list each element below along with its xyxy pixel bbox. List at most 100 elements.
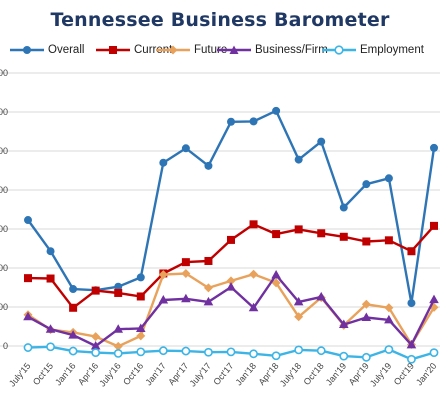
data-point-business-firm	[181, 293, 191, 303]
data-point-employment	[46, 342, 55, 352]
legend-marker-overall	[10, 46, 44, 54]
x-tick-label: Jan'19	[324, 361, 349, 388]
data-point-business-firm	[90, 341, 101, 350]
data-point-overall	[317, 137, 326, 146]
data-point-future	[384, 303, 394, 313]
data-point-overall	[430, 143, 438, 152]
data-point-overall	[159, 158, 168, 167]
x-tick-label: Oct'17	[211, 361, 235, 387]
data-point-employment	[407, 354, 416, 364]
data-point-current	[249, 220, 258, 229]
data-point-employment	[91, 348, 101, 358]
data-point-business-firm	[113, 324, 124, 333]
x-tick-label: Oct'15	[31, 361, 55, 387]
data-point-overall	[249, 117, 258, 126]
data-point-employment	[204, 347, 213, 357]
data-point-overall	[227, 117, 235, 126]
data-point-business-firm	[158, 294, 169, 304]
data-point-current	[317, 229, 326, 238]
legend-label-future: Future	[194, 44, 228, 56]
data-point-current	[227, 235, 235, 244]
data-point-business-firm	[338, 319, 349, 329]
legend: Overall Current Future Business/Firm	[0, 40, 440, 60]
data-point-business-firm	[68, 330, 78, 339]
data-point-current	[136, 292, 145, 301]
x-tick-label: Apr'19	[347, 361, 371, 387]
legend-marker-current	[96, 46, 130, 54]
data-point-overall	[294, 155, 303, 164]
legend-label-business-firm: Business/Firm	[255, 44, 328, 56]
y-tick-label: 0	[3, 341, 8, 351]
data-point-overall	[114, 282, 123, 291]
x-tick-label: Oct'16	[121, 361, 145, 387]
y-tick-label: 500	[0, 146, 8, 156]
x-tick-label: July'17	[187, 361, 212, 389]
data-point-business-firm	[226, 282, 236, 291]
data-point-current	[362, 237, 371, 246]
data-point-business-firm	[271, 270, 281, 279]
x-tick-label: Jan'17	[143, 361, 168, 388]
x-tick-label: Apr'18	[256, 361, 280, 387]
data-point-future	[249, 269, 259, 279]
data-point-current	[430, 221, 438, 230]
data-point-future	[181, 268, 191, 278]
x-tick-label: July'18	[278, 361, 303, 389]
data-point-employment	[68, 346, 78, 356]
data-point-overall	[272, 106, 281, 115]
y-tick-label: 300	[0, 224, 8, 234]
data-point-future	[226, 276, 236, 286]
data-point-current	[339, 232, 348, 241]
legend-marker-employment	[322, 45, 356, 55]
data-point-current	[91, 286, 100, 295]
data-point-business-firm	[406, 339, 417, 349]
data-point-employment	[429, 348, 439, 358]
data-point-employment	[158, 346, 168, 356]
x-tick-label: Apr'17	[166, 361, 190, 387]
x-tick-label: Jan'16	[53, 361, 78, 388]
data-point-employment	[339, 351, 349, 361]
data-point-current	[114, 288, 123, 297]
data-point-current	[384, 236, 393, 245]
data-point-employment	[294, 345, 304, 355]
legend-item-future: Future	[156, 40, 227, 60]
data-point-overall	[384, 174, 393, 183]
data-point-future	[113, 341, 123, 351]
legend-item-current: Current	[96, 40, 172, 60]
data-point-overall	[136, 273, 145, 282]
data-point-employment	[23, 343, 33, 352]
legend-label-current: Current	[134, 44, 173, 56]
data-point-employment	[316, 346, 326, 356]
legend-label-overall: Overall	[48, 44, 85, 56]
data-point-current	[69, 303, 78, 312]
x-tick-label: July'15	[7, 361, 32, 389]
data-point-overall	[181, 144, 190, 153]
data-point-business-firm	[248, 302, 259, 312]
data-point-business-firm	[316, 291, 327, 301]
data-point-overall	[407, 299, 416, 308]
data-point-business-firm	[384, 314, 394, 324]
data-point-overall	[204, 161, 213, 170]
x-tick-label: Oct'19	[392, 361, 416, 387]
data-point-employment	[136, 347, 146, 357]
y-tick-label: 400	[0, 185, 8, 195]
data-point-employment	[249, 349, 258, 359]
data-point-employment	[384, 345, 394, 354]
y-tick-label: 600	[0, 107, 8, 117]
legend-marker-future	[156, 45, 190, 55]
data-point-business-firm	[45, 324, 56, 333]
data-point-future	[136, 331, 146, 341]
chart-title: Tennessee Business Barometer	[50, 9, 390, 31]
data-point-overall	[69, 285, 78, 294]
legend-label-employment: Employment	[360, 44, 424, 56]
x-tick-label: Apr'16	[76, 361, 100, 387]
data-point-current	[24, 274, 32, 283]
data-point-current	[407, 247, 416, 256]
data-point-future	[203, 283, 213, 293]
data-point-business-firm	[23, 311, 33, 321]
data-point-overall	[24, 216, 32, 225]
data-point-future	[271, 278, 281, 288]
legend-marker-business-firm	[217, 45, 251, 54]
data-point-employment	[181, 346, 191, 356]
